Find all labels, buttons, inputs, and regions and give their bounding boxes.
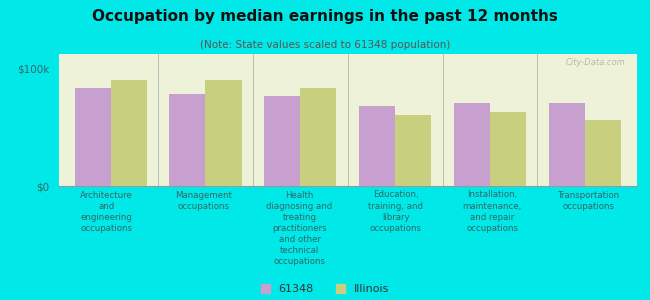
Text: Health
diagnosing and
treating
practitioners
and other
technical
occupations: Health diagnosing and treating practitio… [266, 190, 333, 266]
Text: Transportation
occupations: Transportation occupations [558, 190, 620, 211]
Text: (Note: State values scaled to 61348 population): (Note: State values scaled to 61348 popu… [200, 40, 450, 50]
Bar [265, 96, 300, 186]
Bar [75, 88, 110, 186]
Bar [359, 106, 395, 186]
Bar [170, 94, 205, 186]
Text: Installation,
maintenance,
and repair
occupations: Installation, maintenance, and repair oc… [463, 190, 522, 233]
Bar [395, 115, 431, 186]
Bar [585, 120, 621, 186]
Bar [549, 103, 585, 186]
Bar [454, 103, 490, 186]
Legend: 61348, Illinois: 61348, Illinois [261, 284, 389, 294]
Text: Occupation by median earnings in the past 12 months: Occupation by median earnings in the pas… [92, 9, 558, 24]
Text: Architecture
and
engineering
occupations: Architecture and engineering occupations [81, 190, 133, 233]
Bar [490, 112, 526, 186]
Text: City-Data.com: City-Data.com [566, 58, 625, 67]
Text: Management
occupations: Management occupations [175, 190, 231, 211]
Bar [300, 88, 336, 186]
Bar [111, 80, 147, 186]
Text: Education,
training, and
library
occupations: Education, training, and library occupat… [369, 190, 423, 233]
Bar [205, 80, 242, 186]
